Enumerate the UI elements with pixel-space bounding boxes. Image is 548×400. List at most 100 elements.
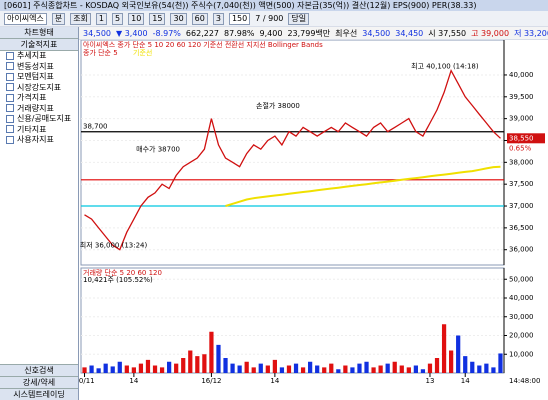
y-tick-label: 10,000 xyxy=(509,350,534,358)
indicator-group[interactable]: 모멘텀지표 xyxy=(0,72,78,83)
volume-bar xyxy=(138,363,144,373)
quote-rate: -8.97% xyxy=(152,28,181,38)
volume-bar xyxy=(96,368,101,373)
indicator-group[interactable]: 추세지표 xyxy=(0,51,78,62)
volume-bar xyxy=(371,367,376,373)
indicator-group[interactable]: 기타지표 xyxy=(0,125,78,136)
y-tick-label: 38,000 xyxy=(509,158,534,166)
volume-bar xyxy=(152,365,158,373)
volume-bar xyxy=(131,367,136,373)
volume-bar xyxy=(265,365,270,373)
price-line xyxy=(84,68,501,251)
volume-bar xyxy=(498,353,503,373)
panel-legend: 거래량 단순 5 20 60 120 xyxy=(83,268,162,277)
lookup-button[interactable]: 조회 xyxy=(70,12,91,25)
quote-ask: 34,500 xyxy=(362,28,391,38)
volume-bar xyxy=(216,344,221,373)
volume-bar xyxy=(258,363,263,373)
volume-bar xyxy=(237,365,242,373)
quote-open: 시 37,550 xyxy=(428,28,467,38)
y-tick-label: 50,000 xyxy=(509,275,534,283)
annotation: 최저 36,000 (13:24) xyxy=(80,241,148,250)
y-tick-label: 37,000 xyxy=(509,202,534,210)
indicator-group[interactable]: 신용/공매도지표 xyxy=(0,114,78,125)
volume-bar xyxy=(230,363,235,373)
volume-bar xyxy=(406,367,411,373)
annotation: 손절가 38000 xyxy=(256,101,300,110)
x-tick-label: 14 xyxy=(461,377,470,385)
volume-bar xyxy=(202,354,207,373)
panel-legend: 아이씨엑스 종가 단순 5 10 20 60 120 기준선 전환선 지지선 B… xyxy=(83,40,323,49)
y-tick-label: 39,000 xyxy=(509,115,534,123)
x-tick-label: 14 xyxy=(270,377,279,385)
indicator-group[interactable]: 거래량지표 xyxy=(0,104,78,115)
volume-bar xyxy=(293,363,299,373)
sidebar-tab[interactable]: 기술적지표 xyxy=(0,39,78,51)
sidebar-button[interactable]: 시스템트레이딩 xyxy=(0,388,78,400)
volume-bar xyxy=(110,366,115,373)
x-tick-label: 14 xyxy=(129,377,138,385)
volume-bar xyxy=(315,365,320,373)
window-title: [0601] 주식종합차트 - KOSDAQ 외국인보유(54(천)) 주식수(… xyxy=(0,0,548,11)
volume-bar xyxy=(456,335,461,373)
volume-bar xyxy=(195,356,200,373)
indicator-group[interactable]: 변동성지표 xyxy=(0,62,78,73)
indicator-group[interactable]: 가격지표 xyxy=(0,93,78,104)
volume-bar xyxy=(124,365,129,373)
volume-bar xyxy=(420,369,426,373)
quote-volume: 662,227 xyxy=(185,28,220,38)
chart: 36,00036,50037,00037,50038,00038,50039,0… xyxy=(79,40,548,400)
y-tick-label: 40,000 xyxy=(509,294,534,302)
volume-bar xyxy=(322,367,327,373)
quote-amount: 23,799백만 xyxy=(287,28,331,38)
indicator-group[interactable]: 시장강도지표 xyxy=(0,83,78,94)
line-label: 38,700 xyxy=(83,123,108,131)
code-input[interactable]: 아이씨엑스 xyxy=(4,12,47,25)
last-change: 0.65% xyxy=(509,144,532,152)
legend-entry: 기준선 xyxy=(133,48,152,57)
volume-bar xyxy=(413,365,418,373)
period-button[interactable]: 60 xyxy=(191,12,208,25)
period-button[interactable]: 10 xyxy=(128,12,145,25)
period-button[interactable]: 30 xyxy=(170,12,187,25)
volume-bar xyxy=(357,363,362,373)
quote-high: 고 39,000 xyxy=(471,28,510,38)
legend-entry: 종가 단순 5 xyxy=(83,48,118,57)
indicator-group[interactable]: 사용자지표 xyxy=(0,135,78,146)
volume-bar xyxy=(470,361,475,373)
volume-bar xyxy=(392,361,397,373)
volume-bar xyxy=(188,350,193,373)
volume-bar xyxy=(279,367,285,373)
volume-bar xyxy=(378,365,383,373)
volume-bar xyxy=(300,367,306,373)
volume-bar xyxy=(103,363,108,373)
quote-bid: 34,450 xyxy=(395,28,424,38)
volume-bar xyxy=(244,361,249,373)
volume-bar xyxy=(364,361,369,373)
period-button[interactable]: 5 xyxy=(112,12,124,25)
count-input[interactable]: 150 xyxy=(228,12,251,25)
volume-bar xyxy=(441,324,447,373)
volume-bar xyxy=(336,369,341,373)
time-label: 14:48:00 xyxy=(509,377,540,385)
interval[interactable]: 분 xyxy=(51,12,66,25)
sidebar-button[interactable]: 신호검색 xyxy=(0,364,78,376)
volume-bar xyxy=(159,367,165,373)
volume-bar xyxy=(463,356,468,373)
x-tick-label: 13 xyxy=(426,377,435,385)
period-button[interactable]: 3 xyxy=(212,12,224,25)
period-button[interactable]: 15 xyxy=(149,12,166,25)
sidebar-tab[interactable]: 차트형태 xyxy=(0,27,78,39)
y-tick-label: 40,000 xyxy=(509,71,534,79)
volume-bar xyxy=(484,363,489,373)
y-tick-label: 30,000 xyxy=(509,313,534,321)
sidebar-button[interactable]: 강세/약세 xyxy=(0,376,78,388)
y-tick-label: 37,500 xyxy=(509,180,534,188)
quote-low: 저 33,200 xyxy=(514,28,548,38)
period-button[interactable]: 1 xyxy=(95,12,108,25)
quote-row: 34,500 ▼ 3,400 -8.97% 662,227 87.98% 9,400 23,… xyxy=(79,27,548,39)
volume-bar xyxy=(251,367,256,373)
x-tick-label: 10/11 xyxy=(79,377,95,385)
option[interactable]: 당일 xyxy=(288,12,310,25)
volume-bar xyxy=(477,365,482,373)
